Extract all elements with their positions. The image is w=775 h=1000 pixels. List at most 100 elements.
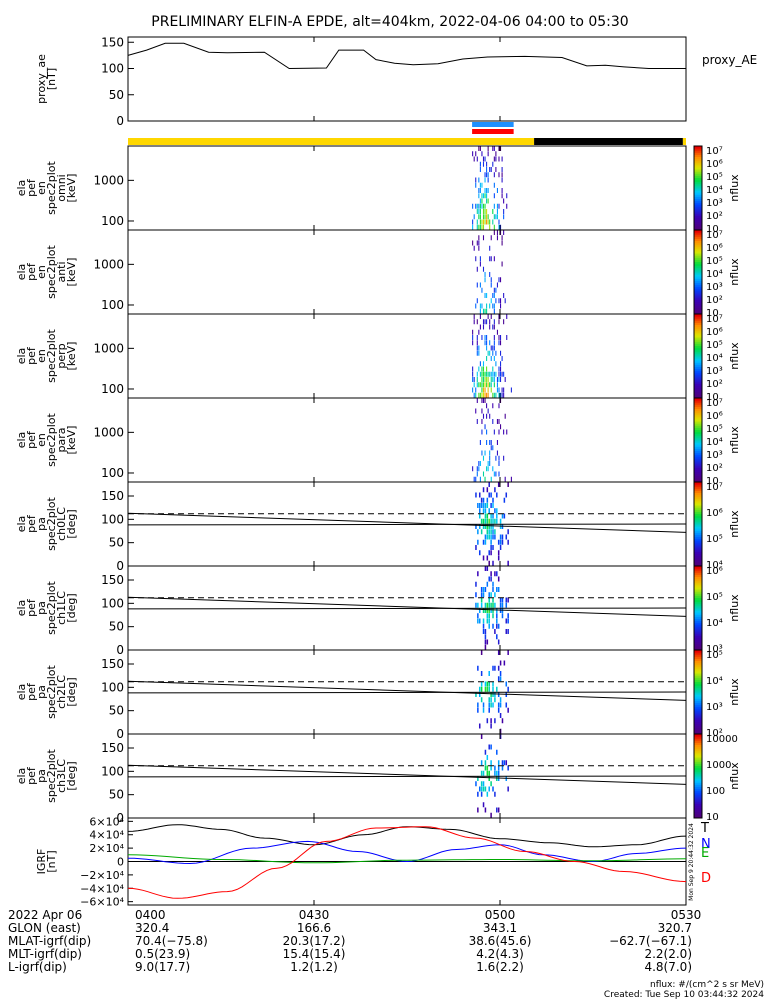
- colorbar-cell: [694, 803, 702, 806]
- spectrogram-cell: [498, 392, 500, 398]
- colorbar-cell: [694, 179, 702, 183]
- spectrogram-cell: [506, 335, 508, 340]
- spectrogram-cell: [478, 466, 480, 472]
- colorbar-cell: [694, 666, 702, 670]
- spectrogram-cell: [482, 371, 485, 377]
- spectrogram-cell: [486, 555, 489, 561]
- spectrogram-cell: [482, 770, 485, 776]
- y-axis-label: [deg]: [65, 677, 78, 706]
- spectrogram-cell: [482, 377, 485, 382]
- spectrogram-cell: [484, 308, 486, 314]
- igrf-line-d: [127, 826, 687, 899]
- spectrogram-cell: [486, 382, 488, 388]
- spectrogram-cell: [479, 214, 481, 220]
- spectrogram-cell: [482, 382, 485, 388]
- spectrogram-cell: [494, 791, 496, 797]
- spectrogram-cell: [484, 450, 486, 456]
- y-axis-label: [keV]: [65, 426, 78, 455]
- colorbar-cell: [694, 721, 702, 724]
- spectrogram-cell: [484, 319, 486, 325]
- spectrogram-cell: [481, 193, 483, 199]
- spectrogram-cell: [490, 608, 492, 613]
- y-axis-label: [deg]: [65, 509, 78, 538]
- colorbar-cell: [694, 362, 702, 365]
- spectrogram-cell: [500, 230, 502, 235]
- colorbar-cell: [694, 736, 702, 739]
- colorbar-cell: [694, 326, 702, 330]
- colorbar-cell: [694, 773, 702, 777]
- spectrogram-cell: [484, 424, 486, 430]
- colorbar-cell: [694, 244, 702, 248]
- footer-row-value: 4.2(4.3): [476, 947, 524, 961]
- spectrogram-cell: [484, 602, 487, 608]
- science-zone-marker: [472, 129, 514, 134]
- colorbar-tick-label: 10⁶: [706, 411, 723, 422]
- spectrogram-cell: [482, 707, 485, 713]
- y-tick-label: 150: [101, 35, 124, 49]
- y-tick-label: 100: [101, 764, 124, 778]
- spectrogram-cell: [492, 686, 494, 692]
- colorbar-cell: [694, 813, 702, 817]
- spectrogram-cell: [490, 550, 492, 556]
- colorbar-cell: [694, 347, 702, 351]
- spectrogram-cell: [498, 461, 500, 466]
- spectrogram-cell: [496, 419, 498, 424]
- spectrogram-cell: [475, 177, 477, 183]
- colorbar-cell: [694, 240, 702, 244]
- spectrogram-cell: [479, 314, 481, 319]
- colorbar-cell: [694, 372, 702, 376]
- colorbar-cell: [694, 778, 702, 781]
- spectrogram-cell: [490, 744, 492, 750]
- spectrogram-cell: [479, 198, 481, 204]
- spectrogram-cell: [486, 613, 489, 619]
- colorbar-cell: [694, 475, 702, 479]
- colorbar-cell: [694, 227, 702, 231]
- spectrogram-cell: [473, 156, 475, 162]
- colorbar-tick-label: 10⁶: [706, 327, 723, 338]
- colorbar-cell: [694, 624, 702, 628]
- spectrogram-cell: [486, 718, 489, 724]
- colorbar-cell: [694, 524, 702, 527]
- spectrogram-cell: [493, 429, 495, 435]
- spectrogram-cell: [482, 319, 485, 325]
- spectrogram-cell: [490, 812, 492, 818]
- spectrogram-cell: [500, 340, 502, 346]
- spectrogram-cell: [504, 377, 506, 382]
- spectrogram-cell: [488, 671, 490, 676]
- spectrogram-cell: [503, 198, 505, 204]
- spectrogram-cell: [500, 350, 502, 356]
- spectrogram-cell: [488, 613, 490, 619]
- spectrogram-cell: [500, 224, 502, 230]
- spectrogram-cell: [476, 209, 478, 214]
- colorbar-cell: [694, 458, 702, 462]
- spectrogram-cell: [486, 639, 489, 645]
- colorbar-cell: [694, 385, 702, 388]
- spectrogram-cell: [477, 702, 479, 708]
- colorbar-cell: [694, 517, 702, 521]
- footer-row-value: 1.6(2.2): [476, 960, 524, 974]
- y-tick-label: 150: [101, 657, 124, 671]
- spectrogram-cell: [473, 377, 475, 382]
- spectrogram-cell: [486, 602, 489, 608]
- igrf-legend-n: N: [701, 837, 711, 852]
- spectrogram-cell: [477, 665, 479, 671]
- spectrogram-cell: [490, 781, 492, 787]
- colorbar-cell: [694, 513, 702, 517]
- colorbar-cell: [694, 479, 702, 483]
- spectrogram-cell: [473, 245, 475, 251]
- spectrogram-cell: [500, 146, 502, 151]
- colorbar-cell: [694, 255, 702, 258]
- spectrogram-cell: [487, 198, 489, 204]
- colorbar-cell: [694, 580, 702, 584]
- colorbar-cell: [694, 710, 702, 714]
- y-axis-label: ch0LC: [55, 507, 68, 541]
- plot-title: PRELIMINARY ELFIN-A EPDE, alt=404km, 202…: [151, 14, 628, 30]
- colorbar-tick-label: 10²: [706, 728, 723, 739]
- colorbar-cell: [694, 759, 702, 762]
- colorbar-tick-label: 10⁴: [706, 437, 723, 448]
- spectrogram-cell: [493, 324, 495, 330]
- spectrogram-cell: [486, 345, 488, 351]
- spectrogram-cell: [500, 377, 502, 382]
- spectrogram-cell: [500, 298, 502, 304]
